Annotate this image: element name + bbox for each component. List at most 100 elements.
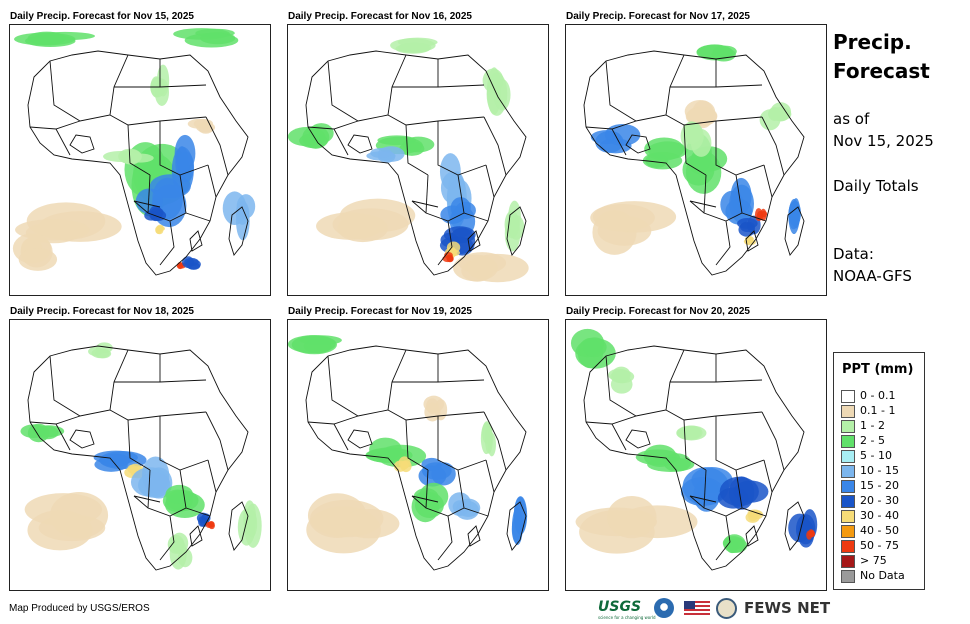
border-line [703, 469, 707, 509]
precip-blob [607, 496, 657, 539]
border-line [715, 379, 763, 383]
precip-blob [18, 248, 58, 271]
precip-blob [171, 146, 194, 194]
precip-blob [444, 251, 453, 259]
legend-swatch [841, 540, 855, 553]
border-line [741, 507, 767, 517]
border-line [715, 515, 731, 561]
border-line [437, 220, 453, 266]
precip-layer [20, 342, 262, 570]
precip-blob [402, 136, 435, 153]
legend-label: 2 - 5 [860, 434, 885, 447]
country-borders [27, 345, 249, 571]
map-panel-6 [565, 319, 827, 591]
border-line [305, 345, 527, 571]
border-line [715, 121, 765, 176]
precip-blob [717, 487, 749, 509]
border-line [147, 469, 151, 509]
border-line [625, 134, 651, 154]
border-line [437, 379, 485, 383]
border-line [745, 525, 759, 547]
border-line [189, 230, 203, 252]
legend-label: 20 - 30 [860, 494, 899, 507]
border-line [27, 50, 249, 276]
border-line [159, 515, 175, 561]
precip-blob [167, 534, 185, 554]
border-line [347, 134, 373, 154]
border-line [109, 114, 207, 126]
legend-swatch [841, 480, 855, 493]
data-source: NOAA-GFS [833, 267, 912, 285]
legend-label: No Data [860, 569, 905, 582]
border-line [761, 116, 785, 176]
usgs-logo: USGS [598, 599, 642, 615]
border-line [437, 121, 487, 176]
precip-blob [683, 121, 700, 145]
map-panel-1 [9, 24, 271, 296]
precip-blob [178, 548, 193, 568]
map-2-svg [288, 37, 529, 283]
precip-blob [96, 342, 113, 354]
border-line [392, 59, 439, 88]
border-line [583, 50, 805, 276]
border-line [127, 419, 151, 471]
legend-swatch [841, 510, 855, 523]
border-line [763, 164, 773, 198]
border-line [228, 501, 249, 551]
border-line [387, 409, 485, 421]
legend-swatch [841, 420, 855, 433]
border-line [127, 124, 151, 176]
country-borders [583, 50, 805, 276]
border-line [205, 116, 229, 176]
precip-layer [288, 335, 528, 554]
precip-blob [184, 33, 239, 48]
side-title-line2: Forecast [833, 59, 930, 83]
border-line [715, 220, 731, 266]
legend-swatch [841, 495, 855, 508]
border-line [611, 128, 627, 156]
border-line [392, 354, 439, 383]
precip-blob [456, 498, 481, 517]
precip-blob [808, 529, 815, 537]
border-line [665, 409, 763, 421]
border-line [347, 429, 373, 449]
legend-label: 0 - 0.1 [860, 389, 896, 402]
legend-label: 5 - 10 [860, 449, 892, 462]
border-line [327, 54, 407, 122]
precip-blob [508, 215, 525, 240]
border-line [670, 354, 717, 383]
border-line [228, 206, 249, 256]
border-line [683, 419, 707, 471]
legend-title: PPT (mm) [842, 362, 914, 377]
usgs-tagline: science for a changing world [598, 615, 656, 620]
totals-label: Daily Totals [833, 177, 919, 195]
border-line [185, 212, 211, 222]
border-line [483, 116, 507, 176]
border-line [159, 84, 207, 88]
border-line [715, 416, 765, 471]
legend: PPT (mm) 0 - 0.1 0.1 - 1 1 - 2 2 - 5 5 - 10 1… [833, 352, 925, 590]
border-line [114, 354, 161, 383]
map-3-svg [583, 44, 805, 276]
border-line [467, 525, 481, 547]
border-line [29, 120, 81, 130]
border-line [159, 121, 209, 176]
border-line [463, 507, 489, 517]
border-line [506, 501, 527, 551]
precip-blob [683, 426, 701, 439]
precip-blob [332, 208, 409, 241]
side-title: Precip. Forecast [833, 28, 930, 86]
border-line [205, 411, 229, 471]
precip-blob [235, 200, 250, 225]
border-line [387, 114, 485, 126]
border-line [147, 174, 151, 214]
border-line [605, 349, 685, 417]
country-borders [27, 50, 249, 276]
legend-swatch [841, 555, 855, 568]
precip-blob [137, 472, 171, 498]
precip-blob [400, 460, 409, 470]
logo-strip: USGS science for a changing world FEWS N… [598, 597, 830, 621]
precip-blob [302, 125, 330, 149]
precip-blob [182, 256, 194, 268]
border-line [411, 495, 439, 503]
